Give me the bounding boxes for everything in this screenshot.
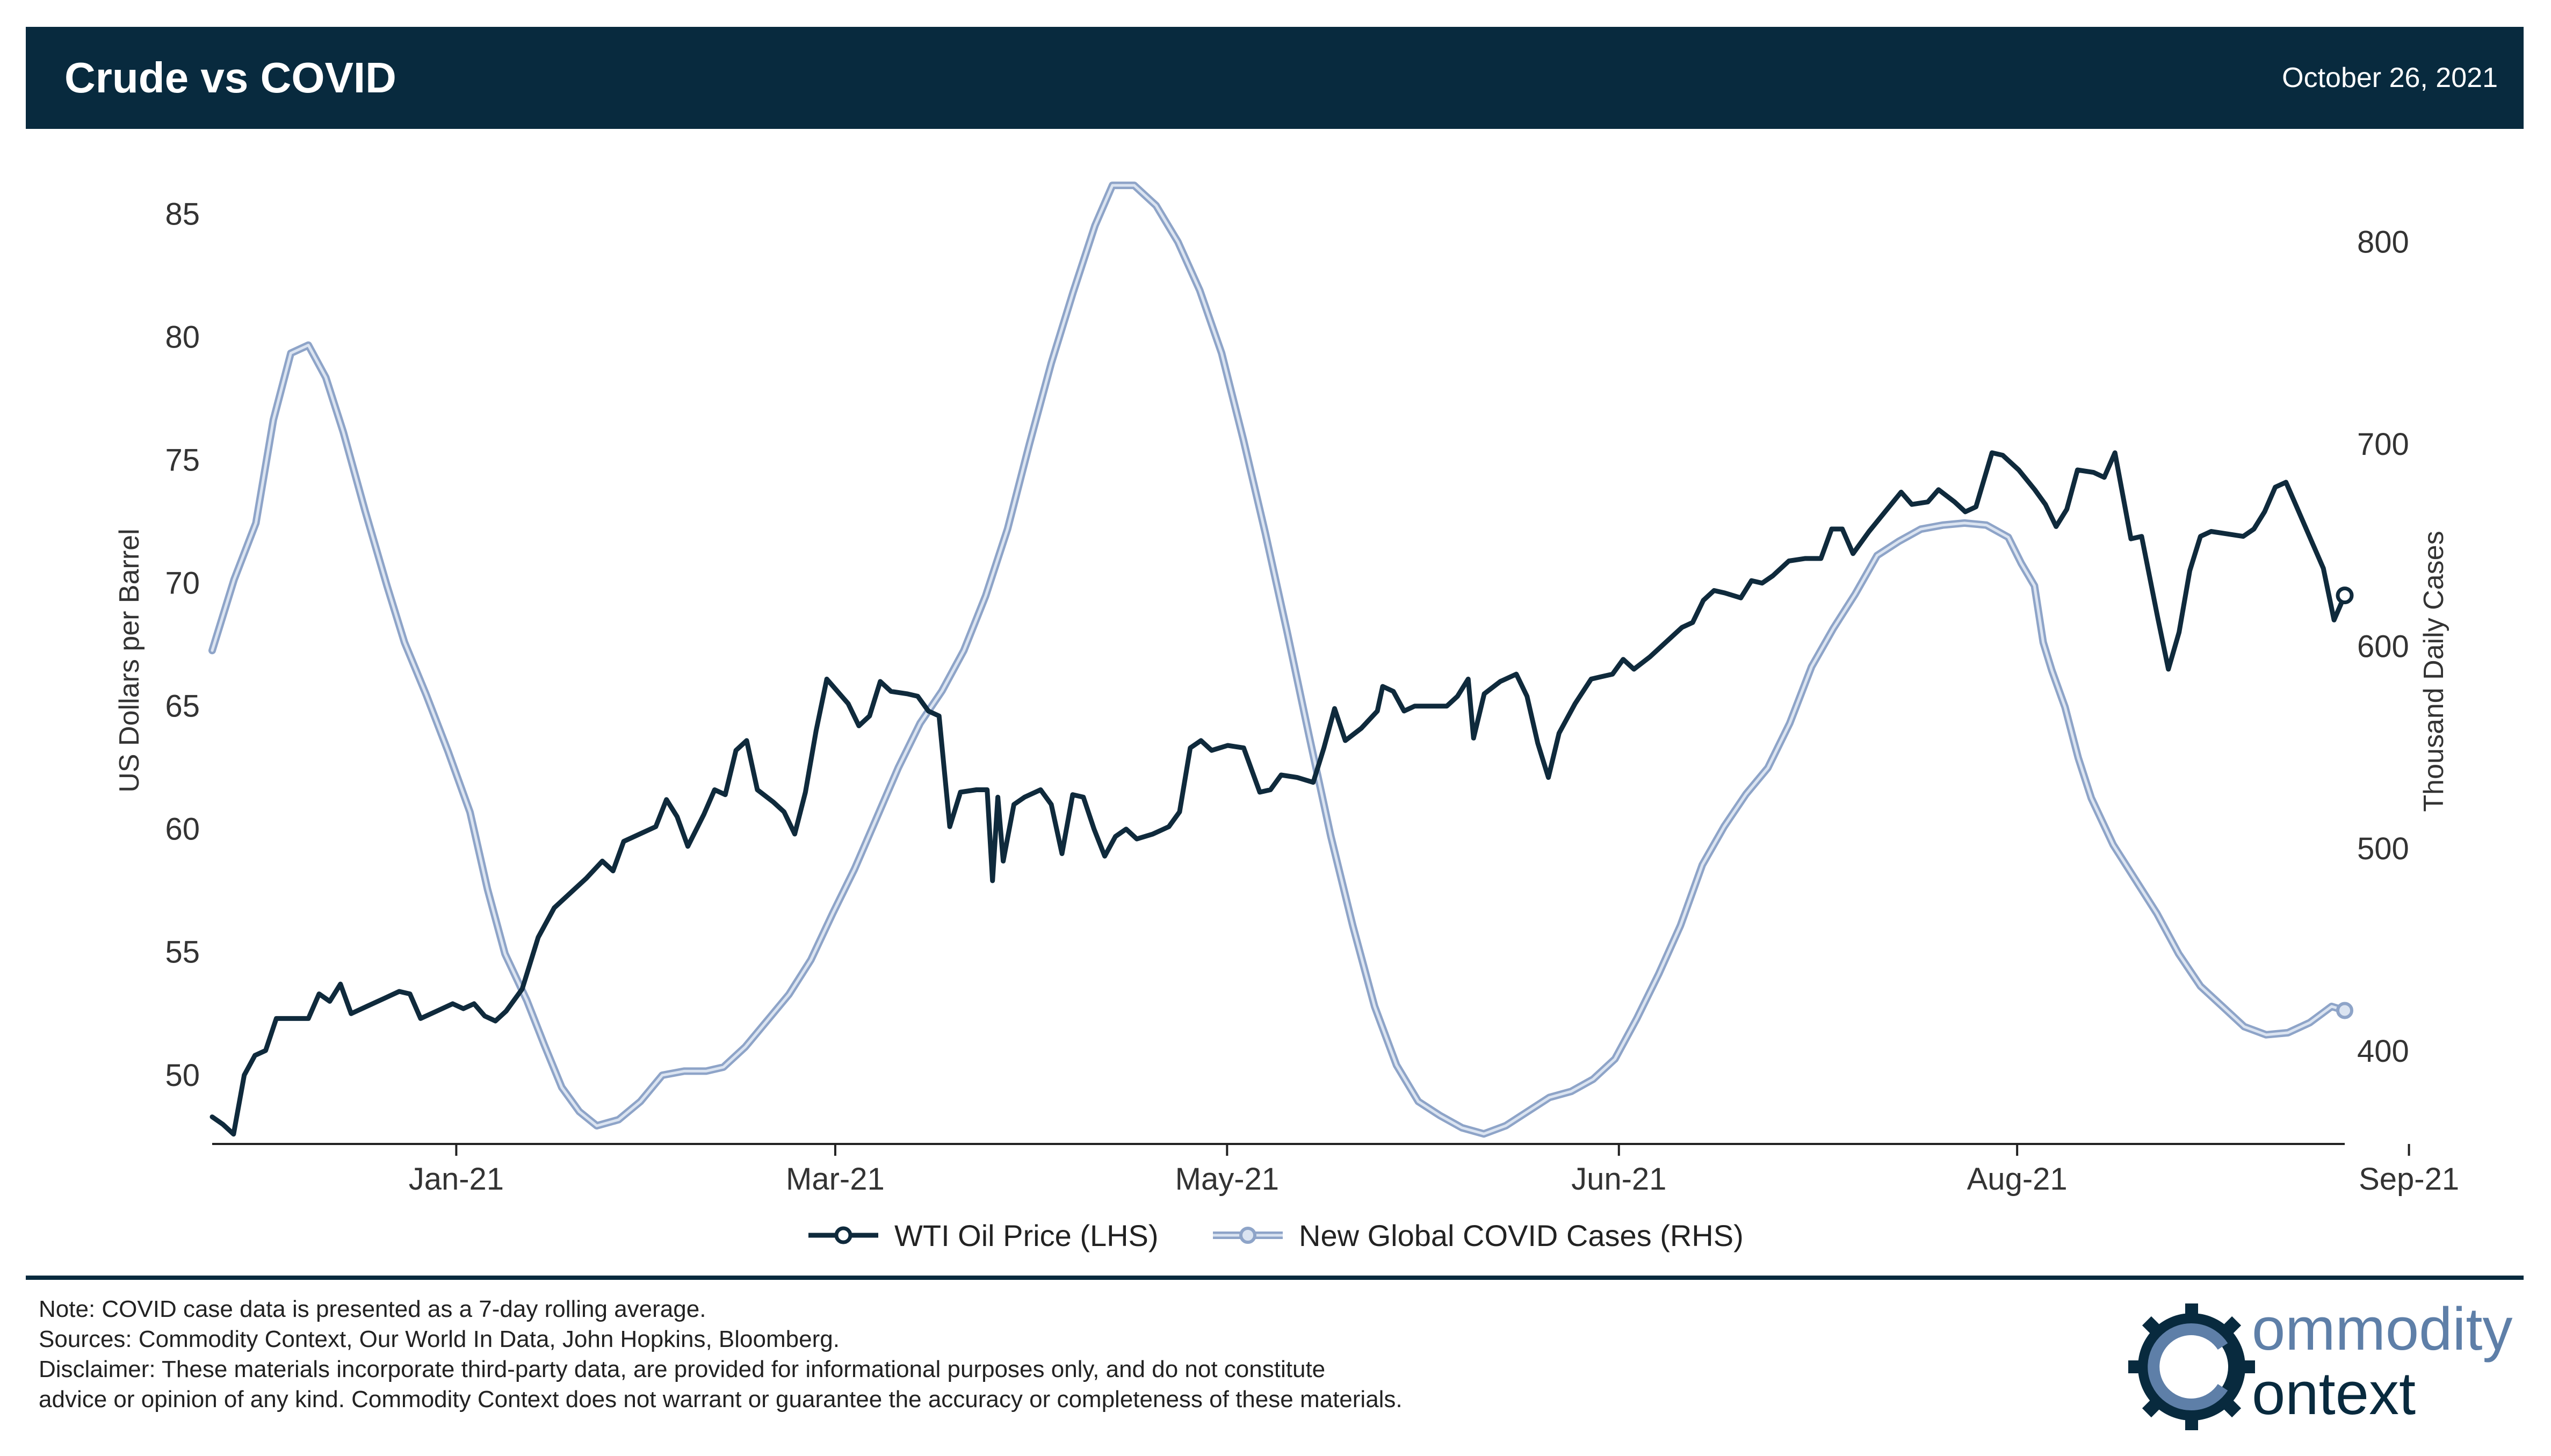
x-tick-label: Mar-21 [786,1162,885,1197]
page-title: Crude vs COVID [64,54,396,102]
wti-series-end-marker [2336,586,2354,605]
x-tick-label: Jan-21 [409,1162,504,1197]
y-left-tick-label: 50 [165,1058,200,1093]
commodity-context-logo: ommodity ontext [2127,1286,2514,1447]
legend-wti-marker [834,1226,852,1244]
footer-notes: Note: COVID case data is presented as a … [39,1294,1865,1415]
y-right-tick-label: 600 [2357,629,2409,664]
legend-wti-label: WTI Oil Price (LHS) [894,1219,1159,1252]
y-left-tick-label: 80 [165,320,200,355]
x-tick-label: Jun-21 [1571,1162,1666,1197]
footer-divider [26,1276,2524,1280]
y-left-tick-label: 70 [165,566,200,601]
x-tick-label: Aug-21 [1967,1162,2068,1197]
legend-covid-label: New Global COVID Cases (RHS) [1299,1219,1744,1252]
covid-series-end-marker [2336,1002,2353,1019]
x-tick-label: May-21 [1175,1162,1279,1197]
chart: Jan-21 Mar-21 May-21 Jun-21 Aug-21 Sep-21 50 55… [114,182,2459,1252]
y-right-axis-label: Thousand Daily Cases [2418,531,2449,812]
y-right-tick-label: 400 [2357,1034,2409,1069]
y-right-tick-label: 800 [2357,225,2409,260]
y-left-tick-label: 85 [165,197,200,232]
header-bar: Crude vs COVID October 26, 2021 [26,27,2524,129]
covid-series-line-outer [208,182,2348,1138]
y-left-tick-label: 65 [165,689,200,724]
sources-text: Sources: Commodity Context, Our World In… [39,1326,840,1352]
note-text: Note: COVID case data is presented as a … [39,1296,706,1322]
logo-word-commodity: ommodity [2252,1295,2513,1363]
x-tick-label: Sep-21 [2359,1162,2459,1197]
disclaimer-text-2: advice or opinion of any kind. Commodity… [39,1386,1403,1412]
wti-series-line [209,450,2347,1137]
logo-word-context: ontext [2252,1360,2416,1427]
report-date: October 26, 2021 [2282,62,2498,93]
y-right-tick-label: 500 [2357,831,2409,866]
y-right-tick-label: 700 [2357,427,2409,462]
covid-series-line-inner [211,184,2346,1135]
y-left-tick-label: 75 [165,443,200,478]
y-left-tick-label: 60 [165,812,200,847]
gear-c-logo-icon [2128,1303,2255,1430]
y-left-axis-label: US Dollars per Barrel [114,528,145,792]
y-left-tick-label: 55 [165,935,200,970]
disclaimer-text-1: Disclaimer: These materials incorporate … [39,1356,1326,1382]
legend-covid-marker [1239,1227,1256,1244]
